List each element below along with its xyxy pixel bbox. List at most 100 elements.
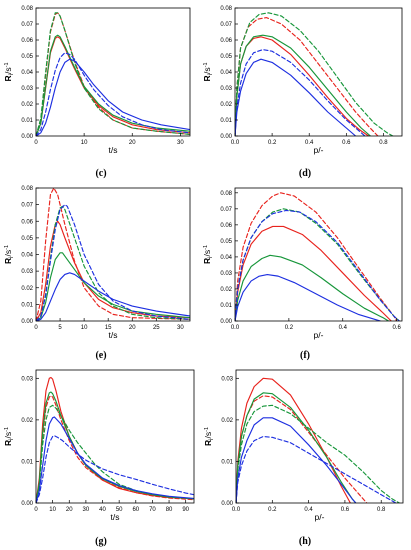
series-group — [36, 187, 190, 321]
x-tick-label: 0.4 — [339, 325, 348, 331]
series-line-dashed-5 — [36, 435, 194, 503]
panel-label: (g) — [95, 536, 107, 547]
y-axis-title: Ri/s-1 — [203, 427, 215, 446]
chart-panel-e: 0 5 10 15 20 25 30 0.00 0.01 0.02 0.03 0.04 0.05 0.06… — [3, 186, 191, 361]
series-line-solid-4 — [235, 58, 357, 136]
y-axis-unit-exponent: -1 — [203, 245, 209, 250]
y-axis-subscript: i — [208, 74, 214, 75]
x-tick-label: 0.0 — [231, 140, 240, 146]
chart-panel-g: 0 10 20 30 40 50 60 70 80 90 0.00 0.01 0.02 0.03 t/s Ri… — [3, 369, 195, 547]
series-line-solid-4 — [36, 416, 194, 503]
y-axis-subscript: i — [208, 257, 214, 258]
y-tick-label: 0.02 — [220, 102, 232, 108]
y-axis-subscript: i — [9, 439, 15, 440]
y-tick-label: 0.04 — [220, 70, 232, 76]
plot-frame — [35, 369, 195, 504]
y-tick-label: 0.08 — [220, 6, 232, 12]
y-tick-label: 0.00 — [21, 501, 33, 507]
y-tick-label: 0.01 — [220, 118, 232, 124]
x-tick-label: 60 — [132, 507, 139, 513]
y-tick-label: 0.00 — [21, 319, 33, 325]
chart-panel-h: 0.0 0.2 0.4 0.6 0.8 0.00 0.01 0.02 0.03 p/- Ri/s-1… — [203, 369, 404, 547]
y-axis-title: Ri/s-1 — [202, 63, 214, 82]
series-group — [236, 377, 400, 503]
y-axis-subscript: i — [9, 74, 15, 75]
plot-frame — [234, 187, 403, 322]
chart-panel-f: 0.0 0.2 0.4 0.6 0.00 0.01 0.02 0.03 0.04 0.05 0.06… — [202, 187, 403, 361]
series-group — [235, 192, 400, 321]
x-tick-label: 0.8 — [379, 140, 388, 146]
x-tick-label: 10 — [81, 140, 88, 146]
x-tick-label: 50 — [116, 507, 123, 513]
chart-panel-d: 0.0 0.2 0.4 0.6 0.8 0.00 0.01 0.02 0.03 0.04 0.05 0… — [202, 6, 403, 179]
x-tick-label: 0.8 — [377, 507, 386, 513]
x-tick-label: 25 — [153, 325, 160, 331]
y-axis-title: Ri/s-1 — [3, 63, 15, 82]
y-tick-label: 0.03 — [221, 376, 233, 382]
panel-label: (h) — [299, 536, 311, 547]
y-axis-title: Ri/s-1 — [3, 427, 15, 446]
x-tick-label: 0.2 — [268, 507, 277, 513]
x-tick-label: 20 — [129, 325, 136, 331]
y-tick-label: 0.04 — [21, 70, 33, 76]
y-axis-unit: /s — [3, 432, 13, 439]
y-tick-label: 0.02 — [221, 418, 233, 424]
series-line-dashed-1 — [36, 187, 190, 321]
series-line-dashed-3 — [235, 12, 394, 136]
y-axis-symbol: R — [202, 258, 212, 264]
x-axis-title: p/- — [315, 512, 325, 522]
series-line-solid-2 — [36, 391, 194, 503]
y-tick-label: 0.04 — [220, 255, 232, 261]
y-tick-label: 0.05 — [220, 239, 232, 245]
y-tick-label: 0.00 — [220, 134, 232, 140]
y-axis-symbol: R — [202, 75, 212, 81]
series-line-solid-4 — [36, 58, 190, 136]
x-tick-label: 0.6 — [341, 507, 350, 513]
y-tick-label: 0.05 — [220, 54, 232, 60]
y-tick-label: 0.08 — [21, 186, 33, 192]
y-tick-label: 0.00 — [220, 319, 232, 325]
x-tick-label: 40 — [99, 507, 106, 513]
series-line-solid-2 — [36, 34, 190, 136]
series-line-dashed-3 — [36, 404, 194, 503]
y-axis-unit-exponent: -1 — [204, 427, 210, 432]
series-line-dashed-5 — [36, 204, 190, 321]
x-axis-title: t/s — [109, 330, 118, 340]
y-tick-label: 0.01 — [221, 459, 233, 465]
y-tick-label: 0.07 — [21, 203, 33, 209]
y-tick-label: 0.07 — [220, 22, 232, 28]
y-tick-label: 0.00 — [21, 134, 33, 140]
y-axis-unit-exponent: -1 — [4, 63, 10, 68]
plot-frame — [234, 7, 403, 137]
chart-panel-c: 0 10 20 30 0.00 0.01 0.02 0.03 0.04 0.05 0.06 0.07 0… — [3, 6, 191, 179]
series-group — [36, 12, 190, 136]
series-group — [36, 376, 194, 503]
y-tick-label: 0.06 — [220, 223, 232, 229]
y-axis-unit-exponent: -1 — [4, 245, 10, 250]
y-tick-label: 0.07 — [21, 22, 33, 28]
x-axis-title: t/s — [111, 512, 120, 522]
y-tick-label: 0.02 — [21, 418, 33, 424]
y-axis-symbol: R — [3, 440, 13, 446]
y-tick-label: 0.02 — [21, 286, 33, 292]
y-tick-label: 0.01 — [21, 459, 33, 465]
series-line-solid-2 — [235, 34, 372, 136]
y-axis-title: Ri/s-1 — [3, 245, 15, 264]
x-tick-label: 0.0 — [231, 325, 240, 331]
panel-label: (f) — [300, 350, 310, 361]
panel-label: (d) — [299, 168, 311, 179]
y-axis-symbol: R — [203, 440, 213, 446]
x-tick-label: 20 — [66, 507, 73, 513]
series-line-solid-0 — [235, 225, 392, 321]
y-axis-symbol: R — [3, 258, 13, 264]
x-tick-label: 90 — [182, 507, 189, 513]
y-tick-label: 0.05 — [21, 236, 33, 242]
x-tick-label: 70 — [149, 507, 156, 513]
y-tick-label: 0.01 — [220, 303, 232, 309]
y-axis-unit: /s — [203, 432, 213, 439]
x-tick-label: 20 — [129, 140, 136, 146]
y-tick-label: 0.03 — [21, 86, 33, 92]
y-tick-label: 0.04 — [21, 253, 33, 259]
x-tick-label: 10 — [49, 507, 56, 513]
series-line-dashed-3 — [36, 12, 190, 136]
